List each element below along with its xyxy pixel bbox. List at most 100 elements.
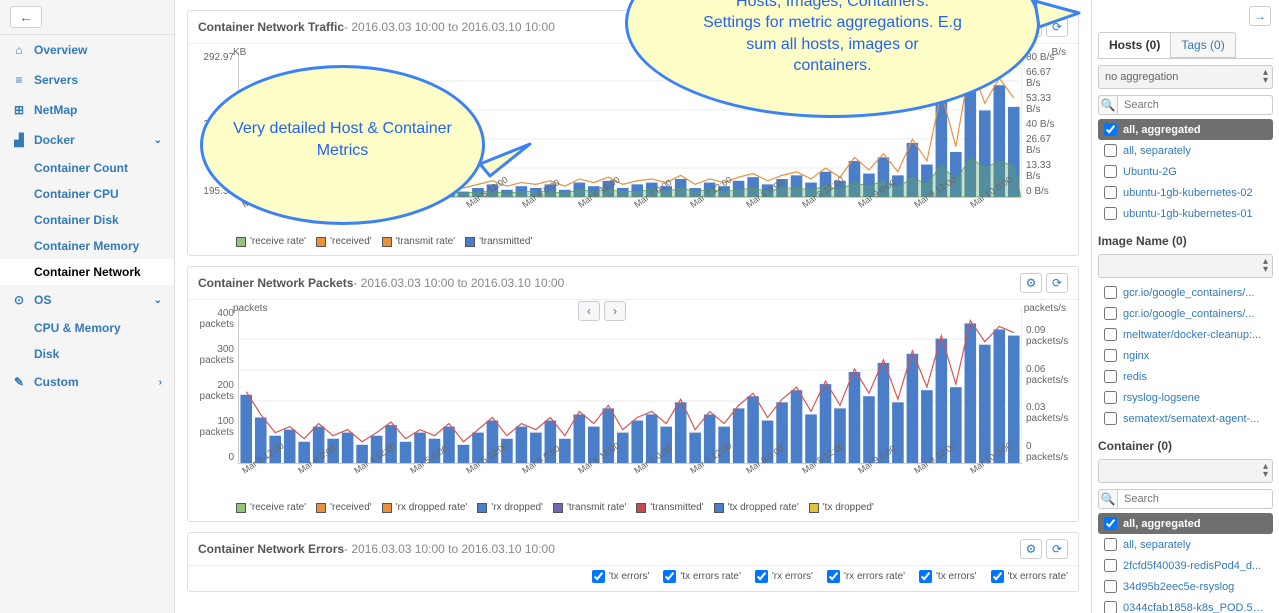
filter-item[interactable]: 34d95b2eec5e-rsyslog <box>1098 576 1273 597</box>
filter-item[interactable]: 0344cfab1858-k8s_POD.53... <box>1098 597 1273 613</box>
filter-item[interactable]: gcr.io/google_containers/... <box>1098 282 1273 303</box>
checkbox[interactable] <box>1104 286 1117 299</box>
filter-item[interactable]: ubuntu-1gb-kubernetes-02 <box>1098 182 1273 203</box>
swatch-icon <box>316 237 326 247</box>
image-select[interactable]: ▴▾ <box>1098 254 1273 278</box>
checkbox[interactable] <box>1104 559 1117 572</box>
panel-title: Container Network Errors <box>198 542 344 556</box>
checkbox[interactable] <box>755 570 768 583</box>
legend-label: 'transmit rate' <box>396 236 455 247</box>
filter-label: gcr.io/google_containers/... <box>1123 287 1254 299</box>
filter-item[interactable]: all, aggregated <box>1098 119 1273 140</box>
aggregation-select[interactable]: no aggregation ▴▾ <box>1098 65 1273 89</box>
nav-docker[interactable]: ▟Docker⌄ <box>0 125 174 155</box>
filter-item[interactable]: all, separately <box>1098 140 1273 161</box>
nav-sub-disk[interactable]: Disk <box>0 341 174 367</box>
filter-item[interactable]: sematext/sematext-agent-... <box>1098 408 1273 429</box>
panel-time-range: - 2016.03.03 10:00 to 2016.03.10 10:00 <box>344 20 555 34</box>
filter-item[interactable]: redis <box>1098 366 1273 387</box>
legend-item[interactable]: 'transmit rate' <box>553 502 626 513</box>
checkbox[interactable] <box>919 570 932 583</box>
filter-item[interactable]: Ubuntu-2G <box>1098 161 1273 182</box>
filter-item[interactable]: gcr.io/google_containers/... <box>1098 303 1273 324</box>
nav-sub-container-memory[interactable]: Container Memory <box>0 233 174 259</box>
tab-hosts[interactable]: Hosts (0) <box>1098 32 1171 58</box>
settings-button[interactable]: ⚙ <box>1020 539 1042 559</box>
legend-item[interactable]: 'receive rate' <box>236 502 306 513</box>
filter-item[interactable]: nginx <box>1098 345 1273 366</box>
legend-item[interactable]: 'received' <box>316 236 372 247</box>
checkbox[interactable] <box>991 570 1004 583</box>
nav-netmap[interactable]: ⊞NetMap <box>0 95 174 125</box>
legend-label: 'received' <box>330 236 372 247</box>
legend-item[interactable]: 'tx dropped rate' <box>714 502 799 513</box>
checkbox[interactable] <box>1104 123 1117 136</box>
legend-item[interactable]: 'transmitted' <box>636 502 703 513</box>
container-select[interactable]: ▴▾ <box>1098 459 1273 483</box>
legend-item[interactable]: 'receive rate' <box>236 236 306 247</box>
legend-item[interactable]: 'rx dropped rate' <box>382 502 468 513</box>
checkbox[interactable] <box>592 570 605 583</box>
nav-sub-cpu-&-memory[interactable]: CPU & Memory <box>0 315 174 341</box>
nav-overview[interactable]: ⌂Overview <box>0 35 174 65</box>
series-toggle[interactable]: 'tx errors' <box>919 570 977 583</box>
series-toggle[interactable]: 'tx errors rate' <box>991 570 1069 583</box>
checkbox[interactable] <box>1104 207 1117 220</box>
checkbox[interactable] <box>827 570 840 583</box>
legend-item[interactable]: 'rx dropped' <box>477 502 543 513</box>
refresh-button[interactable]: ⟳ <box>1046 273 1068 293</box>
legend-item[interactable]: 'received' <box>316 502 372 513</box>
expand-button[interactable]: → <box>1249 6 1271 26</box>
checkbox[interactable] <box>1104 580 1117 593</box>
nav-sub-container-network[interactable]: Container Network <box>0 259 174 285</box>
legend-label: 'rx dropped rate' <box>396 502 468 513</box>
series-toggle[interactable]: 'tx errors rate' <box>663 570 741 583</box>
next-button[interactable]: › <box>604 301 626 321</box>
filter-item[interactable]: all, separately <box>1098 534 1273 555</box>
series-toggle[interactable]: 'rx errors rate' <box>827 570 905 583</box>
checkbox[interactable] <box>1104 349 1117 362</box>
filter-item[interactable]: all, aggregated <box>1098 513 1273 534</box>
checkbox[interactable] <box>1104 144 1117 157</box>
panel-network-packets: Container Network Packets - 2016.03.03 1… <box>187 266 1079 522</box>
checkbox[interactable] <box>1104 370 1117 383</box>
checkbox[interactable] <box>1104 186 1117 199</box>
checkbox[interactable] <box>663 570 676 583</box>
series-toggle[interactable]: 'tx errors' <box>592 570 650 583</box>
filter-item[interactable]: 2fcfd5f40039-redisPod4_d... <box>1098 555 1273 576</box>
filter-label: ubuntu-1gb-kubernetes-02 <box>1123 187 1253 199</box>
nav-sub-container-disk[interactable]: Container Disk <box>0 207 174 233</box>
checkbox[interactable] <box>1104 165 1117 178</box>
checkbox[interactable] <box>1104 391 1117 404</box>
nav-servers[interactable]: ≡Servers <box>0 65 174 95</box>
legend-item[interactable]: 'tx dropped' <box>809 502 874 513</box>
axis-tick: 0 packets/s <box>1026 441 1068 463</box>
checkbox[interactable] <box>1104 538 1117 551</box>
hosts-search-input[interactable] <box>1117 95 1273 115</box>
y-axis-left-label: packets <box>233 303 267 314</box>
checkbox[interactable] <box>1104 307 1117 320</box>
containers-search-input[interactable] <box>1117 489 1273 509</box>
nav-sub-container-cpu[interactable]: Container CPU <box>0 181 174 207</box>
filter-item[interactable]: ubuntu-1gb-kubernetes-01 <box>1098 203 1273 224</box>
prev-button[interactable]: ‹ <box>578 301 600 321</box>
axis-tick: 26.67 B/s <box>1026 134 1068 156</box>
swatch-icon <box>316 503 326 513</box>
nav-os[interactable]: ⊙OS⌄ <box>0 285 174 315</box>
tab-tags[interactable]: Tags (0) <box>1171 32 1235 58</box>
checkbox[interactable] <box>1104 601 1117 613</box>
checkbox[interactable] <box>1104 328 1117 341</box>
series-toggle[interactable]: 'rx errors' <box>755 570 813 583</box>
nav-sub-container-count[interactable]: Container Count <box>0 155 174 181</box>
filter-item[interactable]: rsyslog-logsene <box>1098 387 1273 408</box>
filter-item[interactable]: meltwater/docker-cleanup:... <box>1098 324 1273 345</box>
checkbox[interactable] <box>1104 517 1117 530</box>
refresh-button[interactable]: ⟳ <box>1046 539 1068 559</box>
legend-item[interactable]: 'transmitted' <box>465 236 532 247</box>
checkbox[interactable] <box>1104 412 1117 425</box>
settings-button[interactable]: ⚙ <box>1020 273 1042 293</box>
back-button-row: ← <box>0 0 174 35</box>
legend-item[interactable]: 'transmit rate' <box>382 236 455 247</box>
back-button[interactable]: ← <box>10 6 42 28</box>
nav-custom[interactable]: ✎Custom› <box>0 367 174 397</box>
